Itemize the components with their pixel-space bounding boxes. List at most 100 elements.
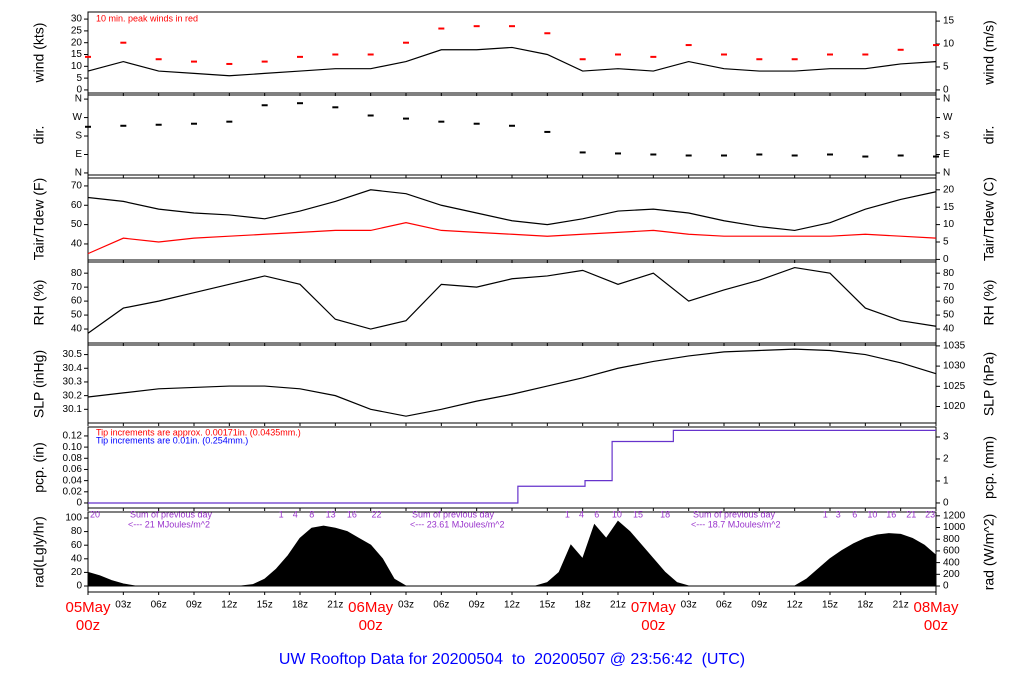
- y-tick-label: 30.1: [63, 404, 83, 415]
- hour-mark: 8: [309, 509, 314, 519]
- y2-tick-label: 0: [943, 581, 949, 592]
- x-tick-label: 06z: [151, 600, 167, 611]
- daily-sum: <--- 23.61 MJoules/m^2: [410, 519, 505, 529]
- y-tick-label: 0.10: [63, 442, 83, 453]
- y-tick-label: W: [73, 112, 83, 123]
- y-tick-label: 70: [71, 282, 83, 293]
- y-tick-label: 80: [71, 268, 83, 279]
- y-tick-label: 30.3: [63, 377, 83, 388]
- x-tick-label: 15z: [822, 600, 838, 611]
- y-axis-label: wind (kts): [31, 23, 47, 84]
- hour-mark: 6: [594, 509, 599, 519]
- y2-tick-label: 15: [943, 202, 955, 213]
- x-tick-label: 12z: [504, 600, 520, 611]
- hour-mark: 16: [886, 509, 896, 519]
- y-axis-label: pcp. (in): [31, 442, 47, 493]
- y2-tick-label: 10: [943, 219, 955, 230]
- y2-axis-label: wind (m/s): [981, 20, 997, 86]
- y-tick-label: 0: [76, 581, 82, 592]
- x-tick-label: 06z: [716, 600, 732, 611]
- x-tick-label: 12z: [221, 600, 237, 611]
- daily-sum: <--- 18.7 MJoules/m^2: [691, 519, 781, 529]
- y2-tick-label: 1025: [943, 381, 966, 392]
- y-tick-label: 40: [71, 324, 83, 335]
- daily-sum: <--- 21 MJoules/m^2: [128, 519, 210, 529]
- x-day-label: 07May: [631, 599, 677, 616]
- y-tick-label: 0: [76, 498, 82, 509]
- y2-tick-label: 5: [943, 237, 949, 248]
- y2-tick-label: 1: [943, 476, 949, 487]
- y-tick-label: 40: [71, 239, 83, 250]
- hour-mark: 10: [867, 509, 877, 519]
- y-tick-label: 80: [71, 526, 83, 537]
- y-tick-label: 0.12: [63, 431, 83, 442]
- x-tick-label: 15z: [539, 600, 555, 611]
- y-tick-label: 5: [76, 73, 82, 84]
- x-tick-label: 21z: [893, 600, 909, 611]
- x-tick-label: 09z: [751, 600, 767, 611]
- y-tick-label: 100: [65, 513, 82, 524]
- y2-tick-label: 3: [943, 432, 949, 443]
- y-axis-label: SLP (inHg): [31, 350, 47, 418]
- data-line: [87, 266, 937, 334]
- data-area: [87, 520, 937, 587]
- y-tick-label: 30.2: [63, 390, 83, 401]
- y-tick-label: 25: [71, 26, 83, 37]
- x-day-sublabel: 00z: [76, 617, 100, 634]
- y-tick-label: 50: [71, 219, 83, 230]
- y-tick-label: 0.04: [63, 475, 83, 486]
- y-axis-label: RH (%): [31, 280, 47, 326]
- y-axis-label: Tair/Tdew (F): [31, 178, 47, 260]
- y-tick-label: N: [75, 168, 82, 179]
- y2-tick-label: 0: [943, 254, 949, 265]
- y-tick-label: 20: [71, 567, 83, 578]
- chart-title: UW Rooftop Data for 20200504 to 20200507…: [279, 651, 745, 668]
- data-line: [88, 429, 936, 504]
- x-tick-label: 21z: [327, 600, 343, 611]
- y2-tick-label: N: [943, 94, 950, 105]
- y-axis-label: dir.: [31, 126, 47, 145]
- y2-axis-label: RH (%): [981, 280, 997, 326]
- hour-mark: 23: [925, 509, 935, 519]
- y-tick-label: 60: [71, 200, 83, 211]
- y-tick-label: 60: [71, 540, 83, 551]
- y-tick-label: 15: [71, 49, 83, 60]
- y2-tick-label: S: [943, 131, 950, 142]
- hour-mark: 18: [660, 509, 670, 519]
- daily-sum-heading: Sum of previous day: [130, 509, 213, 519]
- hour-mark: 3: [836, 509, 841, 519]
- data-line: [87, 222, 937, 255]
- x-day-sublabel: 00z: [359, 617, 383, 634]
- hour-mark: 20: [90, 509, 100, 519]
- y2-tick-label: 1030: [943, 361, 966, 372]
- y-tick-label: 30.4: [63, 363, 83, 374]
- x-day-label: 08May: [913, 599, 959, 616]
- y-tick-label: 30.5: [63, 349, 83, 360]
- y-tick-label: 0.08: [63, 453, 83, 464]
- hour-mark: 15: [633, 509, 643, 519]
- y2-tick-label: 40: [943, 324, 955, 335]
- y2-tick-label: 70: [943, 282, 955, 293]
- y2-axis-label: pcp. (mm): [981, 436, 997, 499]
- daily-sum-heading: Sum of previous day: [412, 509, 495, 519]
- y2-tick-label: 50: [943, 310, 955, 321]
- y2-tick-label: 20: [943, 184, 955, 195]
- x-tick-label: 12z: [787, 600, 803, 611]
- x-tick-label: 03z: [681, 600, 697, 611]
- hour-mark: 1: [823, 509, 828, 519]
- hour-mark: 1: [279, 509, 284, 519]
- y-axis-label: rad(Lgly/hr): [31, 516, 47, 588]
- annotation: Tip increments are approx. 0.00171in. (0…: [96, 427, 301, 437]
- hour-mark: 16: [347, 509, 357, 519]
- x-tick-label: 18z: [292, 600, 308, 611]
- x-tick-label: 09z: [186, 600, 202, 611]
- x-tick-label: 15z: [257, 600, 273, 611]
- y-tick-label: 50: [71, 310, 83, 321]
- data-line: [87, 46, 937, 77]
- y2-tick-label: 1035: [943, 341, 966, 352]
- y-tick-label: E: [75, 149, 82, 160]
- y-tick-label: 10: [71, 61, 83, 72]
- x-tick-label: 06z: [433, 600, 449, 611]
- y2-tick-label: 1000: [943, 522, 966, 533]
- y2-tick-label: E: [943, 149, 950, 160]
